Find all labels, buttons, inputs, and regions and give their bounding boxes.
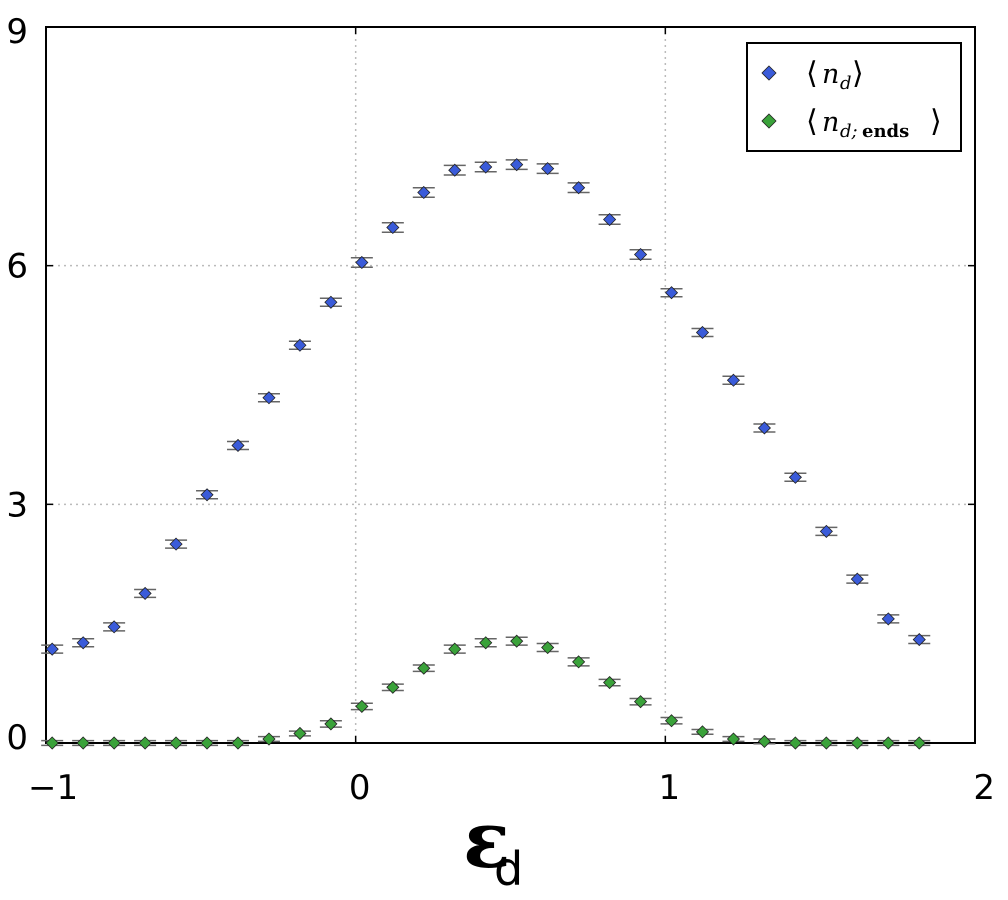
data-point	[757, 734, 771, 748]
x-axis-label: ε	[463, 795, 510, 886]
grid-lines	[46, 27, 975, 743]
legend-bracket-open: ⟨	[806, 104, 818, 139]
data-point	[541, 162, 555, 176]
data-point	[45, 642, 59, 656]
data-point	[850, 736, 864, 750]
legend-box	[746, 42, 962, 152]
data-point	[386, 680, 400, 694]
data-point	[819, 736, 833, 750]
legend-entry-nd-ends: ⟨ n d; ends ⟩	[761, 104, 942, 142]
data-point	[819, 524, 833, 538]
data-point	[231, 438, 245, 453]
data-point	[757, 421, 771, 435]
data-point	[695, 325, 710, 340]
data-point	[448, 642, 462, 656]
data-point	[603, 675, 617, 690]
legend-marker-blue-diamond	[761, 65, 777, 81]
data-point	[572, 181, 586, 195]
plot-frame	[45, 26, 976, 744]
data-point	[262, 391, 276, 405]
legend-bracket-close: ⟩	[930, 104, 942, 139]
data-point	[603, 212, 617, 227]
data-point	[324, 717, 338, 731]
data-point	[138, 736, 152, 750]
data-point	[479, 636, 493, 650]
data-point	[231, 736, 245, 750]
data-point	[541, 640, 555, 655]
series-nd	[41, 158, 931, 656]
data-point	[293, 338, 307, 352]
data-point	[448, 163, 462, 177]
data-point	[788, 736, 802, 750]
data-point	[107, 620, 121, 634]
data-point	[912, 736, 926, 750]
data-point	[293, 726, 307, 741]
legend-label-sub-ends: ends	[862, 121, 909, 142]
data-point	[510, 158, 524, 172]
y-tick-label: 3	[6, 485, 28, 525]
x-tick-label: −1	[28, 768, 78, 808]
data-point	[850, 572, 864, 586]
legend-entry-nd: ⟨ n d ⟩	[761, 56, 864, 94]
data-point	[572, 655, 586, 669]
data-point	[76, 636, 90, 650]
data-point	[788, 470, 802, 484]
data-point	[76, 736, 90, 750]
data-point	[169, 537, 183, 551]
data-point	[169, 736, 183, 750]
legend-label-main: n	[822, 107, 839, 138]
data-points	[41, 158, 931, 750]
legend-label-sub: d	[840, 73, 852, 94]
data-point	[633, 247, 648, 262]
data-point	[695, 725, 710, 739]
data-point	[355, 255, 369, 270]
data-point	[881, 736, 895, 750]
x-tick-label: 1	[659, 768, 681, 808]
x-axis-label-subscript: d	[494, 842, 523, 896]
y-tick-label: 0	[6, 718, 28, 758]
legend-bracket-open: ⟨	[806, 56, 818, 91]
series-nd-ends	[41, 634, 931, 750]
legend-label-main: n	[822, 59, 839, 90]
data-point	[355, 699, 369, 713]
data-point	[200, 488, 214, 502]
x-tick-label: 2	[973, 768, 995, 808]
data-point	[510, 634, 524, 648]
data-point	[386, 220, 400, 235]
data-point	[633, 695, 648, 709]
legend-marker-green-diamond	[761, 113, 777, 129]
data-point	[912, 633, 926, 647]
data-point	[479, 160, 493, 174]
data-point	[200, 736, 214, 750]
legend-label-sub: d;	[840, 121, 858, 142]
data-point	[262, 732, 276, 746]
data-point	[417, 185, 431, 200]
data-point	[664, 286, 679, 300]
data-point	[138, 586, 152, 601]
data-point	[107, 736, 121, 750]
y-tick-label: 6	[6, 247, 28, 287]
legend: ⟨ n d ⟩ ⟨ n d; ends ⟩	[746, 42, 962, 152]
data-point	[417, 661, 431, 675]
data-point	[664, 714, 679, 728]
data-point	[726, 373, 741, 387]
data-point	[45, 736, 59, 750]
legend-bracket-close: ⟩	[852, 56, 864, 91]
data-point	[324, 295, 338, 309]
data-point	[726, 732, 741, 746]
x-tick-label: 0	[349, 768, 371, 808]
data-point	[881, 612, 895, 626]
y-tick-label: 9	[6, 12, 28, 52]
